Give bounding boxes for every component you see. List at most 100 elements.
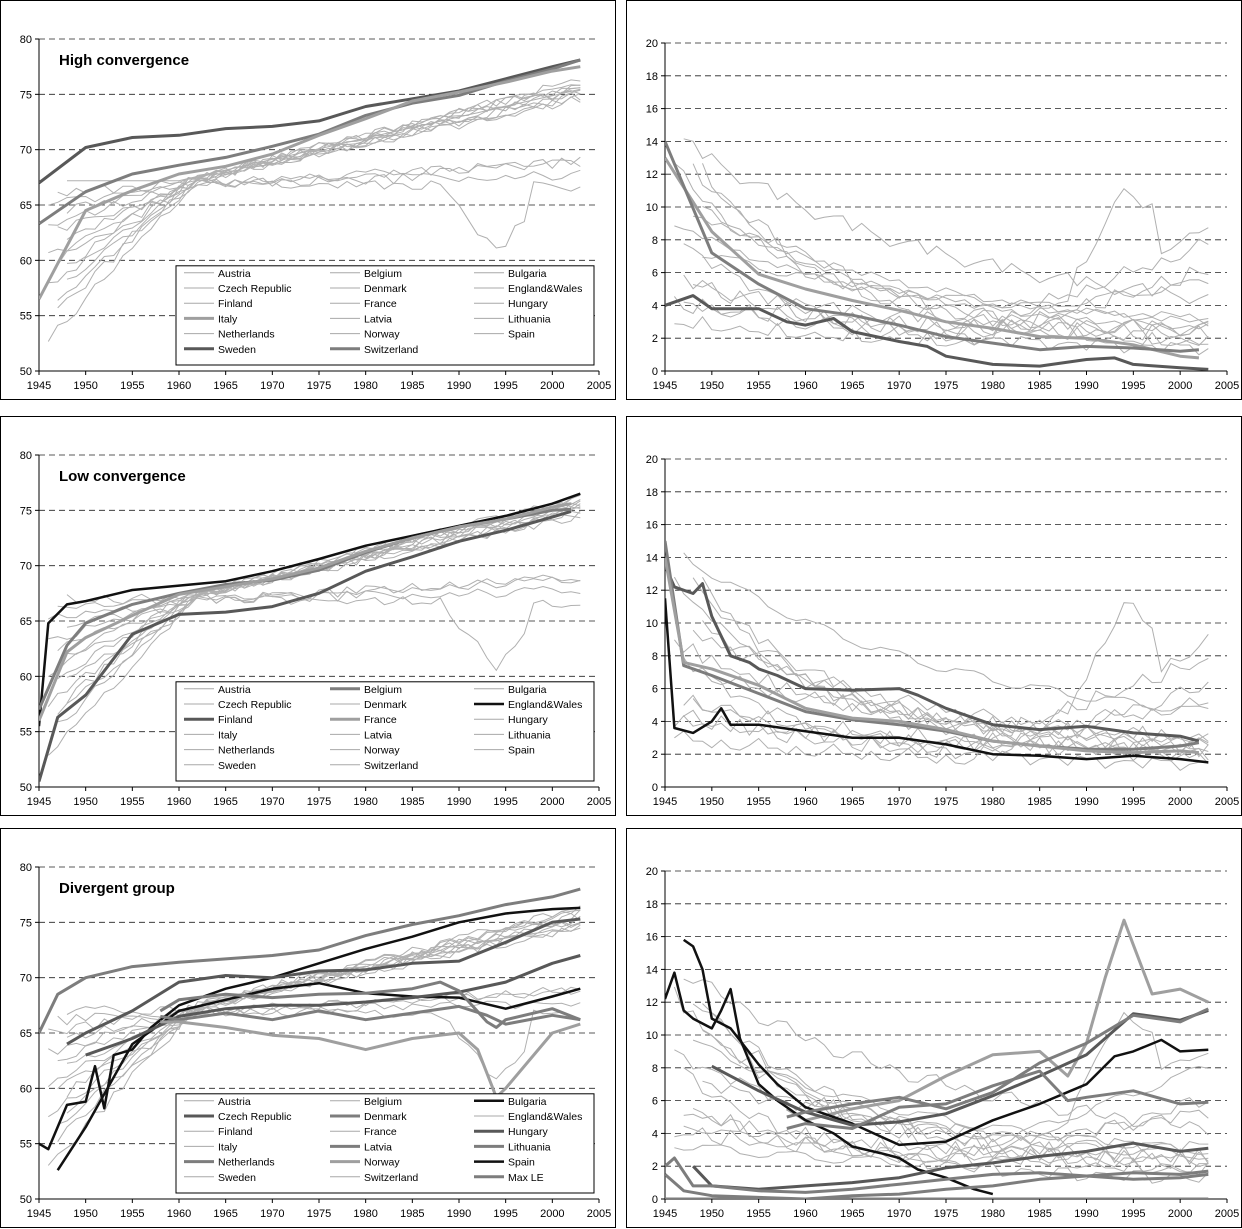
background-country-line xyxy=(673,296,1209,341)
y-tick-label: 65 xyxy=(20,1028,32,1040)
legend-label-denmark: Denmark xyxy=(364,699,407,711)
series-line-latvia xyxy=(159,980,581,1029)
background-country-line xyxy=(692,681,1209,755)
x-tick-label: 1990 xyxy=(447,796,471,808)
chart-title: Divergent group xyxy=(59,880,175,897)
background-country-line xyxy=(57,177,581,301)
y-tick-label: 6 xyxy=(652,268,658,280)
y-tick-label: 2 xyxy=(652,333,658,345)
chart-title: Low convergence xyxy=(59,468,186,485)
y-tick-label: 55 xyxy=(20,727,32,739)
y-tick-label: 10 xyxy=(646,618,658,630)
y-tick-label: 20 xyxy=(646,454,658,466)
series-line-denmark xyxy=(665,1169,1209,1199)
x-tick-label: 1970 xyxy=(887,380,911,392)
series-line-finland xyxy=(39,509,572,782)
series-line-czech-republic xyxy=(692,1141,1209,1191)
y-tick-label: 18 xyxy=(646,71,658,83)
background-country-line xyxy=(47,585,581,756)
series-line-belgium xyxy=(665,540,1200,751)
x-tick-label: 1955 xyxy=(746,380,770,392)
legend-label-switzerland: Switzerland xyxy=(364,1172,418,1184)
panel-divergent-group-le: 50 55 60 65 70 75 80 1945 1950 1955 1960 1965 1970 19… xyxy=(0,828,616,1228)
background-country-line xyxy=(57,1006,581,1125)
series-line-hungary xyxy=(85,954,581,1057)
y-tick-label: 80 xyxy=(20,862,32,874)
series-line-italy xyxy=(665,156,1200,360)
x-tick-label: 2005 xyxy=(587,1208,611,1220)
x-tick-label: 1985 xyxy=(400,1208,424,1220)
legend-label-denmark: Denmark xyxy=(364,1111,407,1123)
background-country-line xyxy=(692,1097,1209,1167)
y-tick-label: 16 xyxy=(646,104,658,116)
legend-label-bulgaria: Bulgaria xyxy=(508,684,547,696)
legend-label-netherlands: Netherlands xyxy=(218,1157,275,1169)
x-tick-label: 1945 xyxy=(653,380,677,392)
x-tick-label: 1960 xyxy=(167,380,191,392)
x-tick-label: 1995 xyxy=(493,380,517,392)
background-country-line xyxy=(674,1127,1209,1170)
background-country-line xyxy=(702,1003,1209,1176)
y-tick-label: 4 xyxy=(652,716,658,728)
panel-low-convergence-gap: 0 2 4 6 8 10 12 14 16 18 20 1945 1950 1955 1960 1965 197… xyxy=(626,416,1242,816)
background-country-line xyxy=(692,577,1209,762)
x-tick-label: 1960 xyxy=(793,796,817,808)
y-tick-label: 14 xyxy=(646,964,658,976)
chart-title: High convergence xyxy=(59,52,189,69)
legend-label-norway: Norway xyxy=(364,329,400,341)
series-line-lithuania xyxy=(160,1004,581,1026)
x-tick-label: 1980 xyxy=(353,796,377,808)
chart-low-convergence-le: 50 55 60 65 70 75 80 1945 1950 1955 1960 1965 1970 19… xyxy=(20,450,611,808)
series-line-norway xyxy=(160,1020,581,1099)
background-country-line xyxy=(66,927,581,1039)
series-line-england-wales xyxy=(39,492,581,727)
legend-label-belgium: Belgium xyxy=(364,1096,402,1108)
y-tick-label: 12 xyxy=(646,585,658,597)
background-country-line xyxy=(66,494,581,704)
x-tick-label: 2000 xyxy=(540,380,564,392)
x-tick-label: 1945 xyxy=(27,1208,51,1220)
x-tick-label: 1955 xyxy=(120,1208,144,1220)
background-country-line xyxy=(674,1011,1209,1170)
x-tick-label: 1995 xyxy=(493,1208,517,1220)
y-tick-label: 18 xyxy=(646,899,658,911)
x-tick-label: 1955 xyxy=(746,1208,770,1220)
y-tick-label: 16 xyxy=(646,520,658,532)
y-tick-label: 0 xyxy=(652,366,658,378)
x-tick-label: 1980 xyxy=(353,1208,377,1220)
y-tick-label: 10 xyxy=(646,1030,658,1042)
x-tick-label: 2000 xyxy=(540,1208,564,1220)
series-line-france xyxy=(39,502,572,722)
background-country-line xyxy=(683,238,1209,342)
x-tick-label: 1965 xyxy=(213,380,237,392)
x-tick-label: 1990 xyxy=(1074,1208,1098,1220)
legend-label-italy: Italy xyxy=(218,1141,238,1153)
y-tick-label: 18 xyxy=(646,487,658,499)
series-line-norway xyxy=(786,918,1209,1122)
legend-label-austria: Austria xyxy=(218,1096,251,1108)
legend-label-latvia: Latvia xyxy=(364,729,392,741)
x-tick-label: 1965 xyxy=(213,1208,237,1220)
panel-high-convergence-le: 50 55 60 65 70 75 80 1945 1950 1955 1960 1965 1970 19… xyxy=(0,0,616,400)
legend-label-italy: Italy xyxy=(218,313,238,325)
plot-area: 0 2 4 6 8 10 12 14 16 18 20 1945 1950 1955 1960 1965 197… xyxy=(646,866,1239,1220)
legend-label-spain: Spain xyxy=(508,1157,535,1169)
y-tick-label: 20 xyxy=(646,866,658,878)
chart-low-convergence-gap: 0 2 4 6 8 10 12 14 16 18 20 1945 1950 1955 1960 1965 197… xyxy=(646,454,1239,808)
x-tick-label: 1960 xyxy=(167,1208,191,1220)
legend-label-netherlands: Netherlands xyxy=(218,745,275,757)
series-line-spain xyxy=(39,906,581,1151)
plot-area: 0 2 4 6 8 10 12 14 16 18 20 1945 1950 1955 1960 1965 197… xyxy=(646,38,1239,392)
legend-label-belgium: Belgium xyxy=(364,268,402,280)
y-tick-label: 0 xyxy=(652,1194,658,1206)
background-country-line xyxy=(57,502,581,680)
x-tick-label: 1990 xyxy=(1074,796,1098,808)
background-country-line xyxy=(702,163,1209,347)
legend-label-austria: Austria xyxy=(218,268,251,280)
x-tick-label: 1950 xyxy=(73,1208,97,1220)
x-tick-label: 1960 xyxy=(793,380,817,392)
x-tick-label: 1975 xyxy=(307,380,331,392)
background-country-line xyxy=(683,657,1209,772)
x-tick-label: 1975 xyxy=(307,796,331,808)
x-tick-label: 1970 xyxy=(887,1208,911,1220)
